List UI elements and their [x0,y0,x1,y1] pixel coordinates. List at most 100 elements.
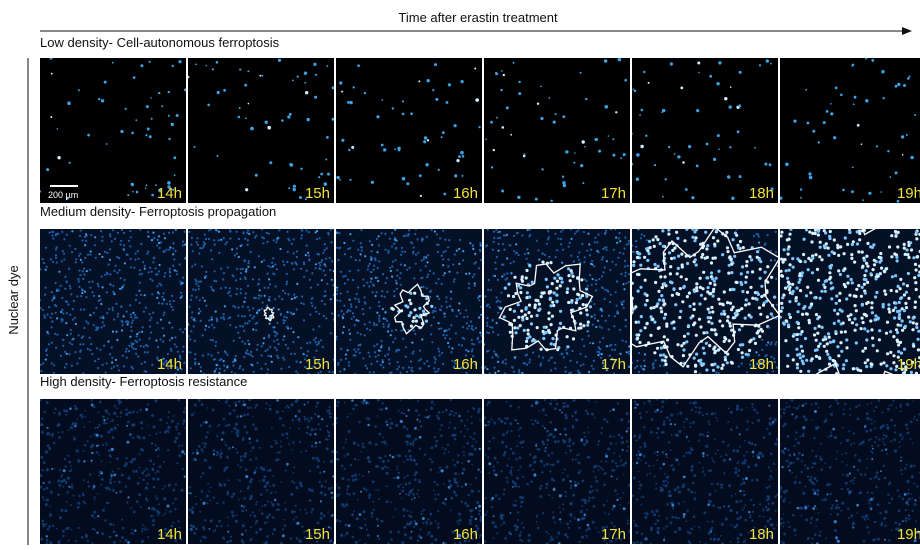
cell [71,251,73,253]
cell [347,101,350,104]
cell [208,229,210,231]
cell [308,231,310,233]
cell [476,501,479,504]
cell [167,353,169,355]
cell [587,233,589,235]
cell [61,260,63,262]
cell [842,367,845,370]
cell [42,309,44,311]
cell [381,441,383,443]
cell [311,508,314,511]
cell [386,472,389,475]
cell [648,252,651,255]
cell [351,399,354,402]
cell [559,518,561,520]
cell [390,418,392,420]
cell [129,245,131,247]
cell [358,421,360,423]
cell [218,483,220,485]
microscopy-image: 17h [484,58,630,203]
cell [499,307,502,310]
cell [46,487,49,490]
cell [914,263,917,266]
cell [786,238,789,241]
cell [779,316,782,319]
image-background [188,229,334,374]
cell [315,428,317,430]
cell [871,337,874,340]
cell [331,496,334,499]
cell [68,486,70,488]
cell [766,315,769,318]
cell [123,365,125,367]
cell [311,305,313,307]
cell [472,245,474,247]
cell [541,471,543,473]
cell [410,511,412,513]
cell [417,252,419,254]
cell [441,352,443,354]
cell [528,304,531,307]
cell [80,295,82,297]
cell [781,306,784,309]
cell [325,317,327,319]
cell [109,233,111,235]
cell [97,283,99,285]
cell [383,296,385,298]
cell [351,513,354,516]
cell [261,236,263,238]
cell [389,454,391,456]
cell [425,163,428,166]
cell [552,304,555,307]
cell [450,291,452,293]
cell [905,306,908,309]
cell [872,344,875,347]
cell [385,318,387,320]
cell [415,463,418,466]
cell [290,327,292,329]
cell [894,235,897,238]
cell [557,238,559,240]
cell [526,258,528,260]
cell [659,242,662,245]
cell [432,311,434,313]
cell [736,228,738,230]
cell [802,253,805,256]
cell [343,305,345,307]
cell [465,349,467,351]
cell [144,294,146,296]
cell [63,479,66,482]
cell [702,331,705,334]
cell [236,253,238,255]
cell [315,350,317,352]
cell [858,232,861,235]
cell [213,239,215,241]
cell [249,514,251,516]
cell [235,432,238,435]
cell [211,258,213,260]
cell [709,75,712,78]
cell [384,233,386,235]
cell [468,283,470,285]
cell [71,484,73,486]
cell [445,301,447,303]
cell [500,292,502,294]
cell [759,313,762,316]
cell [857,250,860,253]
cell [195,528,198,531]
cell [616,280,618,282]
cell [445,542,447,544]
cell [243,497,245,499]
cell [151,515,153,517]
cell [822,283,825,286]
cell [520,309,523,312]
cell [747,302,750,305]
cell [570,360,572,362]
cell [673,327,676,330]
cell [282,290,284,292]
cell [108,263,110,265]
cell [830,103,832,105]
cell [415,263,417,265]
cell [292,419,294,421]
cell [344,282,346,284]
